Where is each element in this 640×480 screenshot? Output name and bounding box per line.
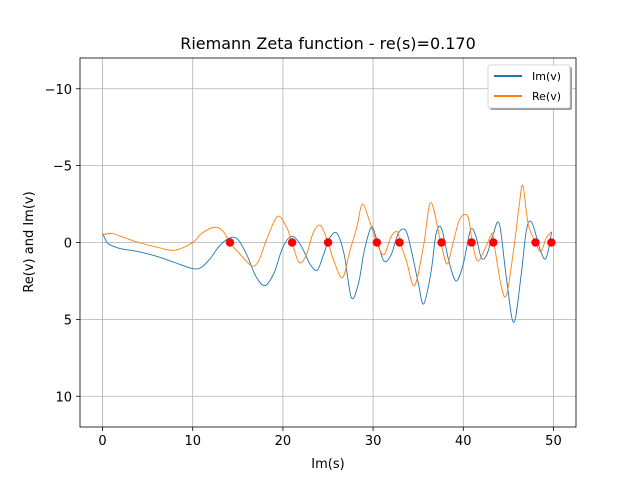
zero-marker	[467, 238, 476, 247]
y-tick-label: −5	[53, 160, 72, 175]
zero-marker	[531, 238, 540, 247]
y-tick-label: 10	[55, 390, 72, 405]
x-tick-label: 20	[275, 434, 292, 449]
y-tick-label: 5	[64, 313, 72, 328]
series-group	[102, 184, 553, 323]
x-tick-label: 0	[98, 434, 106, 449]
x-tick-label: 30	[365, 434, 382, 449]
zero-marker	[437, 238, 446, 247]
series-line-re	[102, 184, 552, 298]
legend-label: Im(v)	[532, 70, 561, 83]
x-tick-label: 10	[184, 434, 201, 449]
series-line-im	[102, 220, 553, 323]
y-tick-label: 0	[64, 237, 72, 252]
zero-marker	[395, 238, 404, 247]
zero-marker	[323, 238, 333, 247]
zero-marker	[225, 238, 235, 247]
x-tick-label: 50	[545, 434, 562, 449]
ticks: 0 10 20 30 40 50 −10 −5 0 5 10	[45, 83, 562, 449]
x-axis-label: Im(s)	[311, 457, 344, 472]
chart-title: Riemann Zeta function - re(s)=0.170	[180, 34, 476, 53]
zero-marker	[372, 238, 382, 247]
x-tick-label: 40	[455, 434, 472, 449]
legend: Im(v) Re(v)	[487, 64, 572, 110]
zero-markers	[225, 238, 556, 247]
zero-marker	[547, 238, 556, 247]
legend-label: Re(v)	[532, 90, 561, 103]
y-tick-label: −10	[45, 83, 72, 98]
zero-marker	[287, 238, 297, 247]
zero-marker	[489, 238, 498, 247]
y-axis-label: Re(v) and Im(v)	[22, 191, 37, 292]
